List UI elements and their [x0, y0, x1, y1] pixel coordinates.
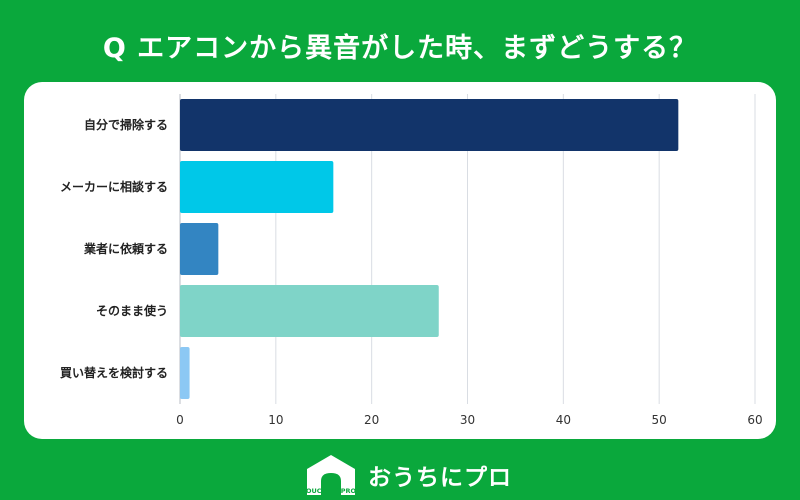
x-tick-label: 30	[460, 413, 475, 427]
house-icon: OUCHI ni PRO	[306, 455, 357, 495]
x-tick-label: 60	[747, 413, 762, 427]
logo-text: おうちにプロ	[368, 465, 512, 491]
bar	[180, 285, 439, 337]
category-label: 業者に依頼する	[83, 241, 168, 256]
bar	[180, 223, 219, 275]
category-label: 買い替えを検討する	[60, 365, 168, 380]
bar	[180, 99, 679, 151]
x-tick-label: 10	[268, 413, 283, 427]
category-label: そのまま使う	[96, 303, 168, 318]
category-label: メーカーに相談する	[60, 179, 168, 194]
chart-title: Q エアコンから異音がした時、まずどうする？	[102, 33, 698, 64]
brand-logo: OUCHI ni PRO おうちにプロ	[304, 452, 512, 498]
logo-icon-text: OUCHI ni PRO	[306, 487, 357, 495]
x-tick-label: 50	[652, 413, 667, 427]
bar	[180, 161, 334, 213]
x-tick-label: 20	[364, 413, 379, 427]
chart-card: 自分で掃除するメーカーに相談する業者に依頼するそのまま使う買い替えを検討する 0…	[24, 82, 776, 439]
bar	[180, 347, 190, 399]
x-tick-label: 0	[176, 413, 184, 427]
footer: OUCHI ni PRO おうちにプロ	[0, 450, 800, 500]
category-label: 自分で掃除する	[84, 117, 168, 132]
x-tick-label: 40	[556, 413, 571, 427]
